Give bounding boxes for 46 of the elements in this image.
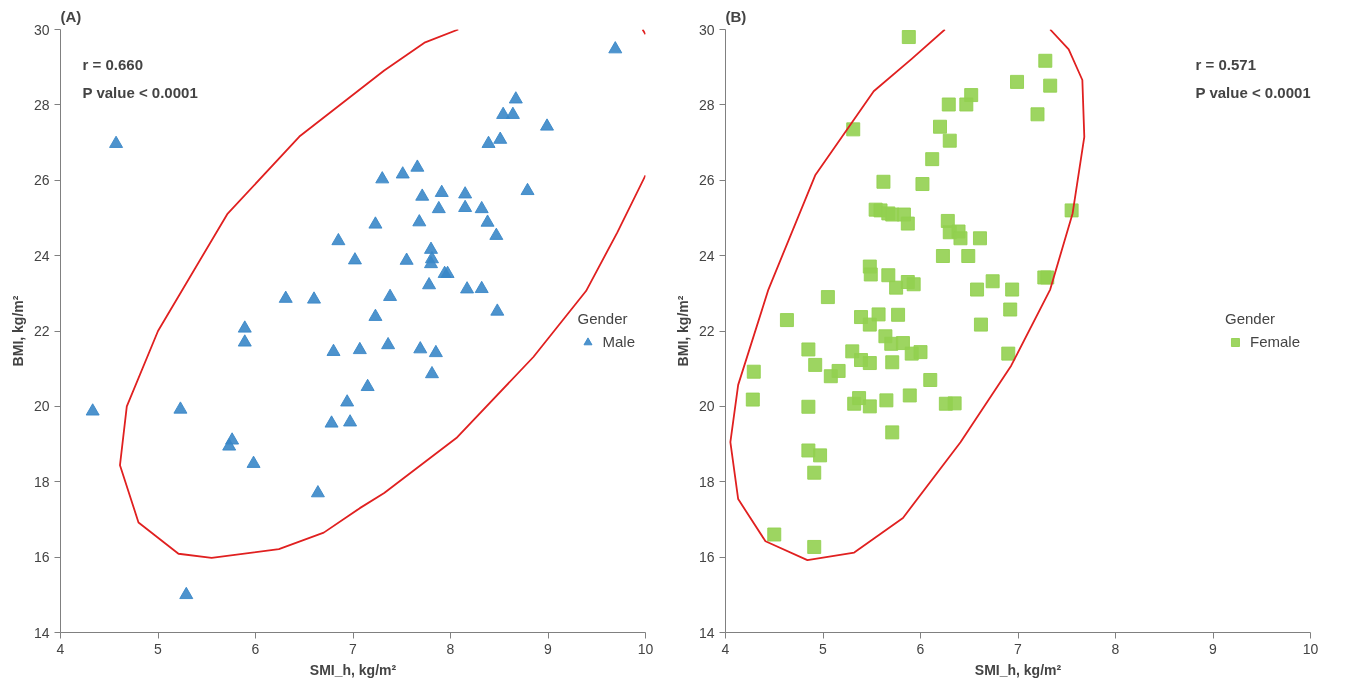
x-axis-title: SMI_h, kg/m² xyxy=(974,661,1062,678)
y-tick-label: 26 xyxy=(33,172,50,189)
x-tick-label: 4 xyxy=(721,640,730,657)
y-tick-label: 24 xyxy=(698,247,715,264)
x-tick-label: 6 xyxy=(916,640,925,657)
y-tick-label: 14 xyxy=(33,624,50,641)
y-tick-label: 20 xyxy=(698,398,715,415)
y-tick-label: 30 xyxy=(33,21,50,38)
x-tick-label: 7 xyxy=(349,640,358,657)
chart-title: (A) xyxy=(60,7,82,25)
legend-label: Female xyxy=(1249,333,1300,350)
y-tick-label: 28 xyxy=(698,96,715,113)
y-tick-label: 22 xyxy=(698,323,715,339)
y-tick-label: 24 xyxy=(33,247,50,264)
chart-title: (B) xyxy=(725,7,747,25)
x-tick-label: 9 xyxy=(544,640,553,657)
y-tick-label: 28 xyxy=(33,96,50,113)
annotation: r = 0.571 xyxy=(1195,55,1256,73)
y-tick-label: 16 xyxy=(33,549,50,566)
annotation: P value < 0.0001 xyxy=(82,83,198,101)
y-tick-label: 18 xyxy=(33,473,50,490)
x-tick-label: 6 xyxy=(251,640,260,657)
y-axis-title: BMI, kg/m² xyxy=(674,295,691,367)
x-tick-label: 8 xyxy=(1111,640,1120,657)
legend-title: Gender xyxy=(577,309,629,327)
y-tick-label: 18 xyxy=(698,473,715,490)
x-tick-label: 4 xyxy=(56,640,65,657)
x-tick-label: 7 xyxy=(1014,640,1023,657)
x-tick-label: 10 xyxy=(1302,640,1319,657)
legend-title: Gender xyxy=(1224,309,1276,327)
annotation: r = 0.660 xyxy=(82,55,143,73)
y-axis-title: BMI, kg/m² xyxy=(9,295,26,367)
y-tick-label: 22 xyxy=(33,323,50,339)
y-tick-label: 20 xyxy=(33,398,50,415)
x-tick-label: 9 xyxy=(1209,640,1218,657)
y-tick-label: 26 xyxy=(698,172,715,189)
annotation: P value < 0.0001 xyxy=(1195,83,1311,101)
y-tick-label: 30 xyxy=(698,21,715,38)
x-tick-label: 5 xyxy=(154,640,163,657)
x-tick-label: 5 xyxy=(819,640,828,657)
legend-label: Male xyxy=(602,333,635,350)
x-axis-title: SMI_h, kg/m² xyxy=(309,661,397,678)
y-tick-label: 16 xyxy=(698,549,715,566)
x-tick-label: 8 xyxy=(446,640,455,657)
x-tick-label: 10 xyxy=(637,640,654,657)
y-tick-label: 14 xyxy=(698,624,715,641)
